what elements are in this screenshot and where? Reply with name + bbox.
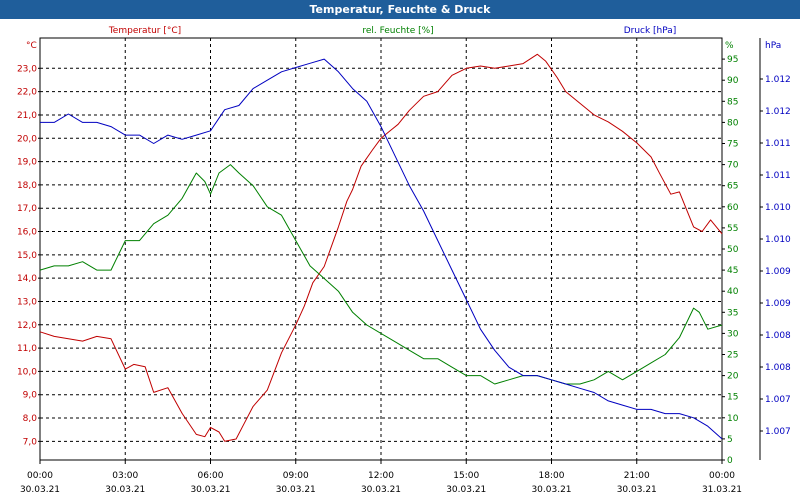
humidity-tick-label: 80 [727,118,739,128]
temperature-tick-label: 21,0 [17,111,37,121]
humidity-tick-label: 20 [727,372,739,382]
temperature-tick-label: 19,0 [17,158,37,168]
axis-titles: Temperatur [°C] °C rel. Feuchte [%]% Druck … [26,26,781,51]
humidity-tick-label: 65 [727,182,738,192]
humidity-unit: % [725,41,734,51]
temperature-tick-label: 10,0 [17,367,37,377]
time-axis: 00:00 30.03.21 03:00 30.03.21 06:00 30.03.21 0… [20,460,742,495]
pressure-tick-label: 1.010 [765,235,791,245]
humidity-series-line [39,164,723,385]
temperature-tick-label: 16,0 [17,228,37,238]
pressure-unit: hPa [765,41,781,51]
date-tick-label: 30.03.21 [531,485,571,495]
temperature-tick-label: 11,0 [17,344,37,354]
temperature-tick-label: 22,0 [17,88,37,98]
temperature-tick-label: 8,0 [23,414,38,424]
date-tick-label: 30.03.21 [446,485,486,495]
date-tick-label: 30.03.21 [617,485,657,495]
humidity-tick-label: 70 [727,161,739,171]
temperature-tick-label: 17,0 [17,204,37,214]
humidity-tick-label: 25 [727,351,738,361]
temperature-unit: °C [26,41,37,51]
pressure-tick-label: 1.007 [765,395,791,405]
temperature-tick-label: 15,0 [17,251,37,261]
pressure-tick-label: 1.012 [765,75,791,85]
humidity-tick-label: 10 [727,414,739,424]
pressure-series-line [40,58,723,440]
pressure-tick-label: 1.008 [765,363,791,373]
series [39,53,723,442]
time-tick-label: 12:00 [368,471,394,481]
date-tick-label: 30.03.21 [361,485,401,495]
humidity-tick-label: 5 [727,435,733,445]
pressure-tick-label: 1.009 [765,299,791,309]
time-tick-label: 21:00 [624,471,650,481]
temperature-tick-label: 12,0 [17,321,37,331]
pressure-tick-label: 1.007 [765,427,791,437]
date-tick-label: 30.03.21 [105,485,145,495]
humidity-tick-label: 85 [727,97,738,107]
pressure-axis-title: Druck [hPa] [624,26,677,36]
humidity-tick-label: 15 [727,393,738,403]
temperature-tick-label: 18,0 [17,181,37,191]
temperature-series-line [39,53,723,442]
temperature-tick-label: 13,0 [17,297,37,307]
temperature-tick-label: 23,0 [17,64,37,74]
date-tick-label: 31.03.21 [702,485,742,495]
humidity-tick-label: 35 [727,308,738,318]
humidity-tick-label: 50 [727,245,739,255]
date-tick-label: 30.03.21 [190,485,230,495]
temperature-tick-label: 14,0 [17,274,37,284]
time-tick-label: 18:00 [539,471,565,481]
temperature-tick-label: 9,0 [23,391,38,401]
pressure-tick-label: 1.011 [765,139,791,149]
pressure-tick-label: 1.008 [765,331,791,341]
time-tick-label: 00:00 [27,471,53,481]
pressure-tick-label: 1.009 [765,267,791,277]
humidity-tick-label: 0 [727,456,733,466]
date-tick-label: 30.03.21 [20,485,60,495]
pressure-tick-label: 1.012 [765,107,791,117]
temperature-tick-label: 20,0 [17,134,37,144]
pressure-tick-label: 1.011 [765,171,791,181]
time-tick-label: 06:00 [198,471,224,481]
humidity-tick-label: 95 [727,55,738,65]
humidity-axis-title: rel. Feuchte [%] [362,26,433,36]
time-tick-label: 09:00 [283,471,309,481]
humidity-tick-label: 60 [727,203,739,213]
date-tick-label: 30.03.21 [276,485,316,495]
chart-title: Temperatur, Feuchte & Druck [0,0,800,19]
humidity-tick-label: 55 [727,224,738,234]
humidity-tick-label: 40 [727,287,739,297]
grid [40,38,722,460]
humidity-tick-label: 45 [727,266,738,276]
pressure-axis: 1.007 1.007 1.008 1.008 1.009 1.009 1.010 1.010… [759,38,791,460]
temperature-axis-title: Temperatur [°C] [108,26,181,36]
pressure-tick-label: 1.010 [765,203,791,213]
time-tick-label: 03:00 [112,471,138,481]
time-tick-label: 15:00 [453,471,479,481]
time-tick-label: 00:00 [709,471,735,481]
humidity-tick-label: 30 [727,329,739,339]
humidity-tick-label: 90 [727,76,739,86]
humidity-tick-label: 75 [727,140,738,150]
humidity-axis: 0 5 10 15 20 25 30 35 40 45 50 55 60 65 70 75 80 85 90 95 [722,55,739,466]
temperature-axis: 7,0 8,0 9,0 10,0 11,0 12,0 13,0 14,0 15,0 16,0 17,… [17,64,40,447]
temperature-tick-label: 7,0 [23,437,38,447]
